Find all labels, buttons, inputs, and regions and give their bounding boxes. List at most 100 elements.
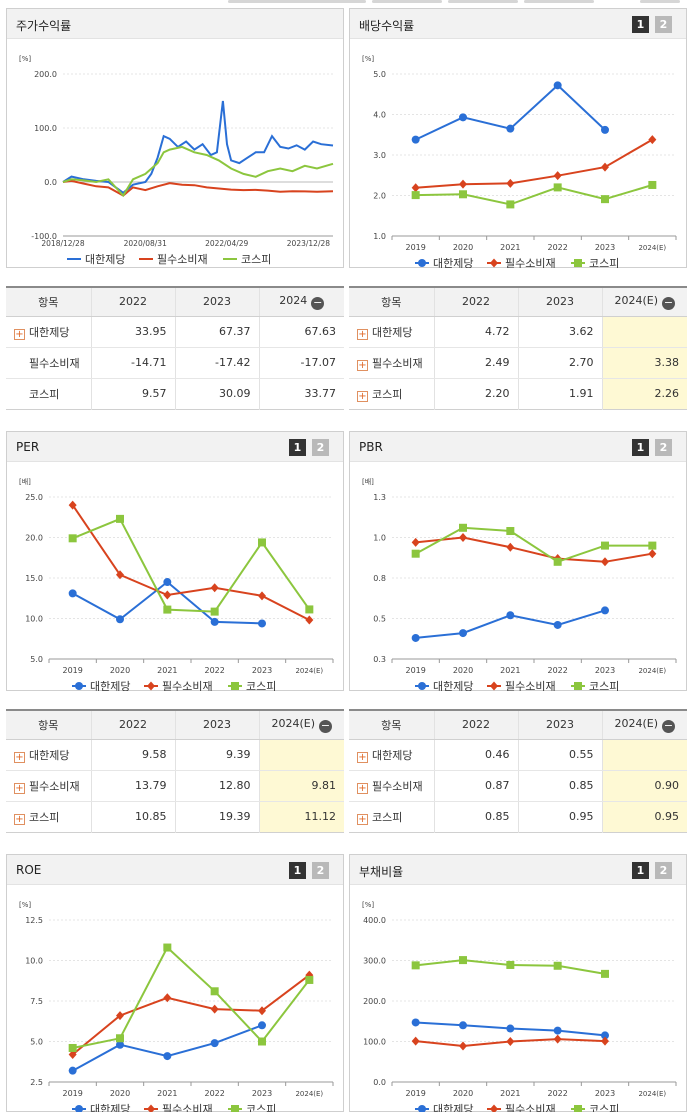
data-point xyxy=(553,171,562,181)
pbr-panel: PBR 1 2 [배] 0.3 0.5 0.8 1.0 1.3 2019 2020 2021 20… xyxy=(349,431,687,691)
data-point xyxy=(459,113,467,122)
value-cell: 33.95 xyxy=(90,316,175,348)
row-name-cell: + 코스피 xyxy=(6,801,91,832)
pbr-table: 항목 2022 2023 2024(E) − + 대한제당 0.46 0.55 + 필수소비… xyxy=(349,709,687,833)
expand-plus-icon[interactable]: + xyxy=(14,328,25,340)
view-1-button[interactable]: 1 xyxy=(632,16,649,33)
view-2-button[interactable]: 2 xyxy=(655,16,672,33)
collapse-icon[interactable]: − xyxy=(662,718,676,733)
y-tick-label: 300.0 xyxy=(363,957,386,966)
table-row: 필수소비재 -14.71 -17.42 -17.07 xyxy=(6,347,344,379)
data-point xyxy=(459,1041,467,1051)
view-1-button[interactable]: 1 xyxy=(289,439,306,456)
view-2-button[interactable]: 2 xyxy=(312,862,329,879)
data-point xyxy=(116,1040,124,1049)
collapse-icon[interactable]: − xyxy=(319,718,333,733)
data-point xyxy=(116,615,124,624)
col-header-2024e: 2024(E) − xyxy=(601,710,687,740)
y-tick-label: 5.0 xyxy=(373,70,386,79)
data-point xyxy=(601,606,609,615)
legend-label: 코스피 xyxy=(246,680,276,691)
value-cell: 10.85 xyxy=(90,801,175,832)
data-point xyxy=(601,541,609,550)
x-tick-label: 2023 xyxy=(595,1089,615,1098)
y-tick-label: 2.0 xyxy=(373,192,386,201)
legend-item: 필수소비재 xyxy=(487,680,556,691)
col-header-2024e-label: 2024(E) xyxy=(614,293,659,307)
x-tick-label: 2020/08/31 xyxy=(124,239,167,248)
per-chart: [배] 5.0 10.0 15.0 20.0 25.0 2019 2020 2021 2022 20… xyxy=(19,477,334,691)
data-point xyxy=(258,1037,266,1046)
legend-label: 필수소비재 xyxy=(162,1103,213,1112)
data-point xyxy=(459,523,467,532)
data-point xyxy=(163,605,172,614)
expand-plus-icon[interactable]: + xyxy=(357,751,368,763)
expand-plus-icon[interactable]: + xyxy=(357,328,368,340)
value-cell xyxy=(601,739,687,771)
value-cell xyxy=(601,316,687,348)
row-name-label: 코스피 xyxy=(372,387,403,401)
view-2-button[interactable]: 2 xyxy=(655,862,672,879)
data-point xyxy=(506,611,515,620)
data-point xyxy=(163,578,172,587)
data-point xyxy=(601,1031,609,1040)
expand-plus-icon[interactable]: + xyxy=(14,751,25,763)
view-2-button[interactable]: 2 xyxy=(655,439,672,456)
legend-label: 대한제당 xyxy=(433,1103,473,1112)
value-cell: 19.39 xyxy=(174,801,259,832)
x-tick-label: 2023 xyxy=(252,1089,272,1098)
view-2-button[interactable]: 2 xyxy=(312,439,329,456)
collapse-icon[interactable]: − xyxy=(662,295,676,310)
collapse-icon[interactable]: − xyxy=(311,295,325,310)
col-header-2024: 2024− xyxy=(258,287,344,317)
data-point xyxy=(459,533,467,542)
legend-marker xyxy=(418,259,426,267)
expand-plus-icon[interactable]: + xyxy=(357,359,368,371)
data-point xyxy=(506,527,515,536)
expand-plus-icon[interactable]: + xyxy=(357,390,368,402)
expand-plus-icon[interactable]: + xyxy=(14,813,25,825)
x-tick-label: 2020 xyxy=(110,666,130,675)
y-tick-label: 200.0 xyxy=(363,997,386,1006)
row-name-cell: + 대한제당 xyxy=(6,316,91,348)
y-tick-label: 1.0 xyxy=(373,534,386,543)
x-tick-label: 2022 xyxy=(204,666,224,675)
x-tick-label: 2022 xyxy=(547,243,567,252)
x-tick-label: 2023 xyxy=(595,243,615,252)
legend-label: 코스피 xyxy=(589,257,619,268)
row-name-cell: 코스피 xyxy=(6,378,91,409)
row-name-cell: + 대한제당 xyxy=(349,739,434,771)
data-point xyxy=(506,542,515,552)
data-point xyxy=(258,538,266,547)
data-point xyxy=(648,180,657,189)
value-cell: 13.79 xyxy=(90,770,175,802)
y-tick-label: 10.0 xyxy=(25,957,43,966)
value-cell: -17.07 xyxy=(258,347,344,379)
data-point xyxy=(506,124,515,133)
data-point xyxy=(601,125,609,134)
expand-plus-icon[interactable]: + xyxy=(357,813,368,825)
panel-header: ROE 1 2 xyxy=(7,855,343,885)
panel-header: 주가수익률 xyxy=(7,9,343,39)
col-header-2024e-label: 2024(E) xyxy=(614,716,659,730)
legend-marker xyxy=(490,258,498,268)
value-cell: 9.57 xyxy=(90,378,175,409)
legend-label: 필수소비재 xyxy=(162,680,213,691)
data-point xyxy=(553,961,562,970)
y-tick-label: 4.0 xyxy=(373,111,386,120)
data-point xyxy=(601,557,609,567)
y-tick-label: 5.0 xyxy=(30,1038,43,1047)
data-point xyxy=(258,591,266,601)
unit-label: [배] xyxy=(19,477,31,486)
legend-item: 대한제당 xyxy=(415,1103,473,1112)
view-1-button[interactable]: 1 xyxy=(289,862,306,879)
view-1-button[interactable]: 1 xyxy=(632,862,649,879)
expand-plus-icon[interactable]: + xyxy=(14,782,25,794)
y-tick-label: 12.5 xyxy=(25,916,43,925)
expand-plus-icon[interactable]: + xyxy=(357,782,368,794)
unit-label: [%] xyxy=(362,901,374,909)
x-tick-label: 2018/12/28 xyxy=(41,239,84,248)
view-1-button[interactable]: 1 xyxy=(632,439,649,456)
x-tick-label: 2020 xyxy=(453,1089,473,1098)
row-name-label: 대한제당 xyxy=(372,325,413,339)
